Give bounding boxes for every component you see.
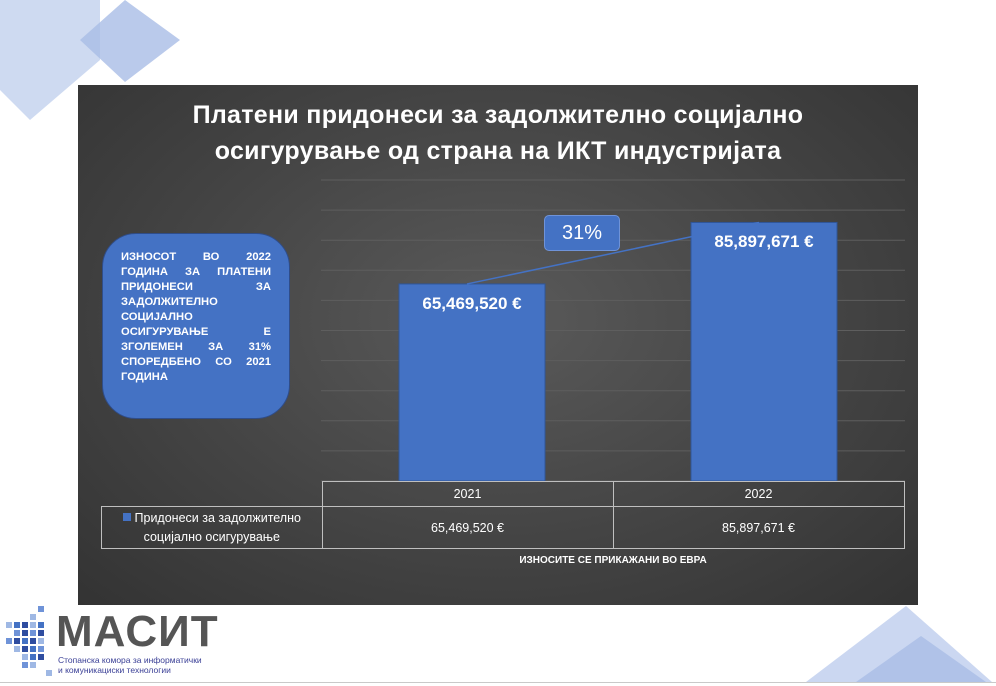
logo-pixel xyxy=(38,622,44,628)
logo-pixel xyxy=(38,638,44,644)
growth-percent-badge: 31% xyxy=(544,215,620,251)
table-header-2021: 2021 xyxy=(321,481,614,507)
legend-swatch xyxy=(122,512,131,521)
logo-subtitle-line-2: и комуникациски технологии xyxy=(58,665,171,675)
chart-data-table: 2021 2022 Придонеси за задолжително соци… xyxy=(101,481,905,549)
logo-pixel xyxy=(14,638,20,644)
logo-subtitle: Стопанска комора за информатички и комун… xyxy=(58,655,202,675)
logo-pixel xyxy=(22,654,28,660)
bar-data-label-2022: 85,897,671 € xyxy=(714,232,814,252)
logo-pixel xyxy=(38,606,44,612)
chart-title-line-1: Платени придонеси за задолжително соција… xyxy=(192,101,804,129)
logo-pixel xyxy=(22,630,28,636)
bar-2021 xyxy=(398,283,546,482)
logo-pixel xyxy=(14,630,20,636)
logo-pixel xyxy=(30,622,36,628)
corner-decoration-bottom-right xyxy=(806,606,992,682)
corner-decoration-top-left xyxy=(0,0,180,120)
bar-data-label-2021: 65,469,520 € xyxy=(422,293,522,313)
logo-pixel xyxy=(38,646,44,652)
logo-pixel xyxy=(30,654,36,660)
summary-note-callout: ИЗНОСОТ ВО 2022 ГОДИНА ЗА ПЛАТЕНИ ПРИДОН… xyxy=(102,233,290,419)
masit-logo-mark xyxy=(6,606,52,676)
logo-pixel-pattern xyxy=(6,606,52,676)
logo-pixel xyxy=(30,646,36,652)
logo-pixel xyxy=(30,630,36,636)
logo-pixel xyxy=(30,662,36,668)
table-corner-cell xyxy=(101,481,323,507)
logo-pixel xyxy=(14,622,20,628)
table-value-2022: 85,897,671 € xyxy=(612,506,905,549)
logo-pixel xyxy=(38,630,44,636)
footer-divider xyxy=(0,682,996,683)
logo-pixel xyxy=(38,654,44,660)
table-series-legend: Придонеси за задолжително социјално осиг… xyxy=(101,506,323,549)
logo-pixel xyxy=(22,638,28,644)
summary-note-text: ИЗНОСОТ ВО 2022 ГОДИНА ЗА ПЛАТЕНИ ПРИДОН… xyxy=(121,251,271,383)
logo-pixel xyxy=(46,670,52,676)
logo-pixel xyxy=(30,638,36,644)
bar-2022 xyxy=(690,221,838,482)
logo-pixel xyxy=(14,646,20,652)
growth-trend-line xyxy=(466,221,760,285)
logo-pixel xyxy=(30,614,36,620)
logo-pixel xyxy=(22,646,28,652)
logo-pixel xyxy=(6,622,12,628)
logo-pixel xyxy=(6,638,12,644)
logo-pixel xyxy=(22,622,28,628)
currency-footnote: ИЗНОСИТЕ СЕ ПРИКАЖАНИ ВО ЕВРА xyxy=(519,555,707,566)
logo-wordmark: МАСИТ xyxy=(56,607,219,656)
table-header-2022: 2022 xyxy=(612,481,905,507)
logo-subtitle-line-1: Стопанска комора за информатички xyxy=(58,655,202,665)
table-value-2021: 65,469,520 € xyxy=(321,506,614,549)
logo-pixel xyxy=(22,662,28,668)
chart-title-line-2: осигурување од страна на ИКТ индустријат… xyxy=(214,137,782,165)
table-series-name: Придонеси за задолжително социјално осиг… xyxy=(134,510,301,544)
chart-title: Платени придонеси за задолжително соција… xyxy=(78,97,918,169)
chart-panel: Платени придонеси за задолжително соција… xyxy=(78,85,918,605)
bars xyxy=(398,221,838,482)
growth-percent-label: 31% xyxy=(561,221,603,244)
